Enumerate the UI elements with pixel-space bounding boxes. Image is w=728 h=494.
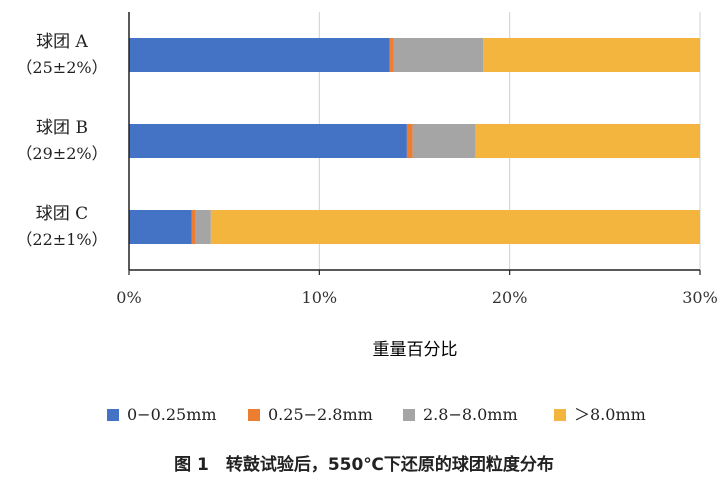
x-tick-label: 20% <box>492 288 528 307</box>
x-axis-label: 重量百分比 <box>373 340 458 360</box>
legend-label: 0−0.25mm <box>127 405 217 424</box>
legend-label: 2.8−8.0mm <box>423 405 518 424</box>
x-tick-label: 10% <box>302 288 338 307</box>
x-tick-labels: 0% 10% 20% 30% <box>116 288 717 307</box>
category-labels: 球团 A （25±2%） 球团 B （29±2%） 球团 C （22±1%） <box>16 32 107 249</box>
bar-segment <box>389 38 394 72</box>
bar-segment <box>210 210 701 244</box>
legend-label: ＞8.0mm <box>574 405 646 424</box>
category-sublabel: （25±2%） <box>16 58 107 77</box>
x-tick-label: 0% <box>116 288 141 307</box>
category-label: 球团 A <box>36 32 88 52</box>
bar-segment <box>191 210 196 244</box>
bar-segment <box>129 124 407 158</box>
bar-segment <box>475 124 700 158</box>
legend-swatch <box>403 409 415 421</box>
bar-segment <box>412 124 476 158</box>
legend-item: 0.25−2.8mm <box>248 405 373 424</box>
category-sublabel: （22±1%） <box>16 230 107 249</box>
bar-segment <box>406 124 413 158</box>
legend-label: 0.25−2.8mm <box>268 405 373 424</box>
bar-segment <box>129 210 192 244</box>
axes <box>128 12 701 275</box>
category-label: 球团 B <box>36 118 88 138</box>
bar-segment <box>195 210 211 244</box>
bar-segment <box>483 38 700 72</box>
legend-item: 0−0.25mm <box>107 405 217 424</box>
bar-segment <box>393 38 484 72</box>
legend-swatch <box>554 409 566 421</box>
x-tick-label: 30% <box>682 288 718 307</box>
category-label: 球团 C <box>36 204 88 224</box>
category-sublabel: （29±2%） <box>16 144 107 163</box>
bar-segment <box>129 38 390 72</box>
legend-item: ＞8.0mm <box>554 405 646 424</box>
figure-caption: 图 1 转鼓试验后，550℃下还原的球团粒度分布 <box>174 455 554 475</box>
stacked-bar-chart: 球团 A （25±2%） 球团 B （29±2%） 球团 C （22±1%） 0% 10% 2… <box>16 12 718 424</box>
legend-swatch <box>248 409 260 421</box>
legend: 0−0.25mm 0.25−2.8mm 2.8−8.0mm ＞8.0mm <box>107 405 646 424</box>
legend-swatch <box>107 409 119 421</box>
bars-layer <box>129 38 701 244</box>
legend-item: 2.8−8.0mm <box>403 405 518 424</box>
